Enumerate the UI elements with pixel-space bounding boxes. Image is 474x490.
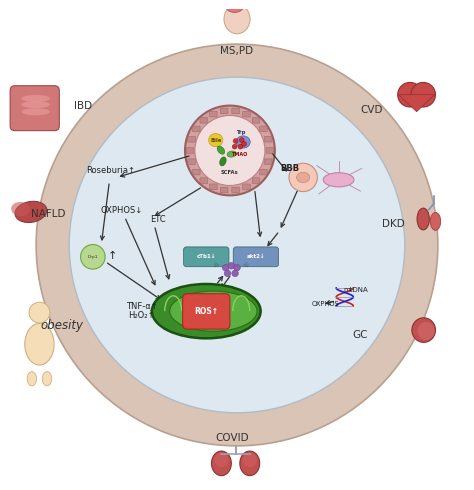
Text: cTb1↓: cTb1↓ xyxy=(197,254,216,259)
Circle shape xyxy=(233,139,238,144)
Text: akt2↓: akt2↓ xyxy=(246,254,265,259)
FancyBboxPatch shape xyxy=(232,187,239,193)
Text: Trp: Trp xyxy=(236,130,245,135)
Ellipse shape xyxy=(152,284,261,338)
Circle shape xyxy=(81,245,105,269)
Ellipse shape xyxy=(227,151,237,157)
Polygon shape xyxy=(399,95,435,112)
Text: TNF-α↑: TNF-α↑ xyxy=(126,302,157,311)
FancyBboxPatch shape xyxy=(183,247,229,267)
FancyBboxPatch shape xyxy=(210,111,217,117)
Circle shape xyxy=(185,105,275,196)
Text: DKD: DKD xyxy=(382,219,404,229)
Circle shape xyxy=(224,270,231,277)
Text: CVD: CVD xyxy=(360,105,383,115)
Circle shape xyxy=(242,142,246,146)
FancyBboxPatch shape xyxy=(188,159,195,165)
FancyBboxPatch shape xyxy=(264,159,272,165)
Text: Drp1: Drp1 xyxy=(88,255,98,259)
FancyBboxPatch shape xyxy=(264,136,272,142)
Ellipse shape xyxy=(214,453,228,467)
FancyBboxPatch shape xyxy=(260,126,267,132)
Text: OXPHOS: OXPHOS xyxy=(312,300,339,307)
Text: GC: GC xyxy=(352,330,368,340)
Ellipse shape xyxy=(412,318,436,343)
Ellipse shape xyxy=(209,133,223,147)
Text: ↑: ↑ xyxy=(108,251,118,261)
Text: mtDNA: mtDNA xyxy=(344,287,368,293)
Ellipse shape xyxy=(15,201,47,222)
Circle shape xyxy=(69,77,405,413)
FancyBboxPatch shape xyxy=(186,147,194,153)
Ellipse shape xyxy=(240,451,260,476)
FancyBboxPatch shape xyxy=(200,118,208,123)
Text: SCFAs: SCFAs xyxy=(221,170,239,175)
Circle shape xyxy=(232,270,238,277)
Circle shape xyxy=(36,44,438,446)
Ellipse shape xyxy=(217,146,225,154)
FancyBboxPatch shape xyxy=(210,184,217,190)
Text: ROS↑: ROS↑ xyxy=(194,307,219,316)
FancyBboxPatch shape xyxy=(192,169,200,175)
Circle shape xyxy=(222,265,229,271)
FancyBboxPatch shape xyxy=(10,86,59,131)
Circle shape xyxy=(411,82,436,107)
Circle shape xyxy=(195,116,265,186)
Text: NAFLD: NAFLD xyxy=(31,209,65,220)
FancyBboxPatch shape xyxy=(220,187,228,193)
Circle shape xyxy=(232,145,237,149)
Circle shape xyxy=(228,263,235,269)
Text: ETC: ETC xyxy=(150,215,165,223)
FancyBboxPatch shape xyxy=(243,184,250,190)
Ellipse shape xyxy=(42,371,52,386)
Ellipse shape xyxy=(243,453,257,467)
Text: COVID: COVID xyxy=(216,433,249,443)
Ellipse shape xyxy=(11,202,30,216)
Ellipse shape xyxy=(211,451,231,476)
Text: Roseburia↑: Roseburia↑ xyxy=(86,166,135,175)
FancyBboxPatch shape xyxy=(220,108,228,114)
FancyBboxPatch shape xyxy=(232,108,239,114)
Circle shape xyxy=(239,138,244,143)
FancyBboxPatch shape xyxy=(252,118,260,123)
FancyBboxPatch shape xyxy=(233,247,279,267)
Ellipse shape xyxy=(170,291,257,331)
Text: OXPHOS↓: OXPHOS↓ xyxy=(100,206,142,216)
Text: IBD: IBD xyxy=(74,100,92,111)
Ellipse shape xyxy=(21,108,50,115)
Ellipse shape xyxy=(21,101,50,108)
Ellipse shape xyxy=(430,212,441,230)
FancyBboxPatch shape xyxy=(260,169,267,175)
Ellipse shape xyxy=(297,172,310,183)
Circle shape xyxy=(29,302,50,323)
Ellipse shape xyxy=(236,136,250,148)
Circle shape xyxy=(398,82,422,107)
FancyBboxPatch shape xyxy=(200,178,208,184)
FancyBboxPatch shape xyxy=(182,294,230,329)
FancyBboxPatch shape xyxy=(252,178,260,184)
FancyBboxPatch shape xyxy=(192,126,200,132)
Ellipse shape xyxy=(224,4,250,34)
Ellipse shape xyxy=(418,322,435,340)
Circle shape xyxy=(234,265,240,271)
Ellipse shape xyxy=(25,323,54,365)
Circle shape xyxy=(289,163,318,192)
Ellipse shape xyxy=(27,371,36,386)
Circle shape xyxy=(238,145,243,149)
FancyBboxPatch shape xyxy=(266,147,273,153)
Text: MS,PD: MS,PD xyxy=(220,46,254,56)
FancyBboxPatch shape xyxy=(188,136,195,142)
Text: BBB: BBB xyxy=(280,164,300,173)
Text: H₂O₂↑: H₂O₂↑ xyxy=(128,311,155,320)
Text: TMAO: TMAO xyxy=(232,152,248,157)
Ellipse shape xyxy=(417,208,429,230)
Ellipse shape xyxy=(219,157,226,166)
Ellipse shape xyxy=(21,95,50,102)
Text: obesity: obesity xyxy=(41,319,83,332)
Ellipse shape xyxy=(225,0,244,12)
FancyBboxPatch shape xyxy=(243,111,250,117)
Text: Bile: Bile xyxy=(210,138,221,143)
Ellipse shape xyxy=(323,172,354,187)
